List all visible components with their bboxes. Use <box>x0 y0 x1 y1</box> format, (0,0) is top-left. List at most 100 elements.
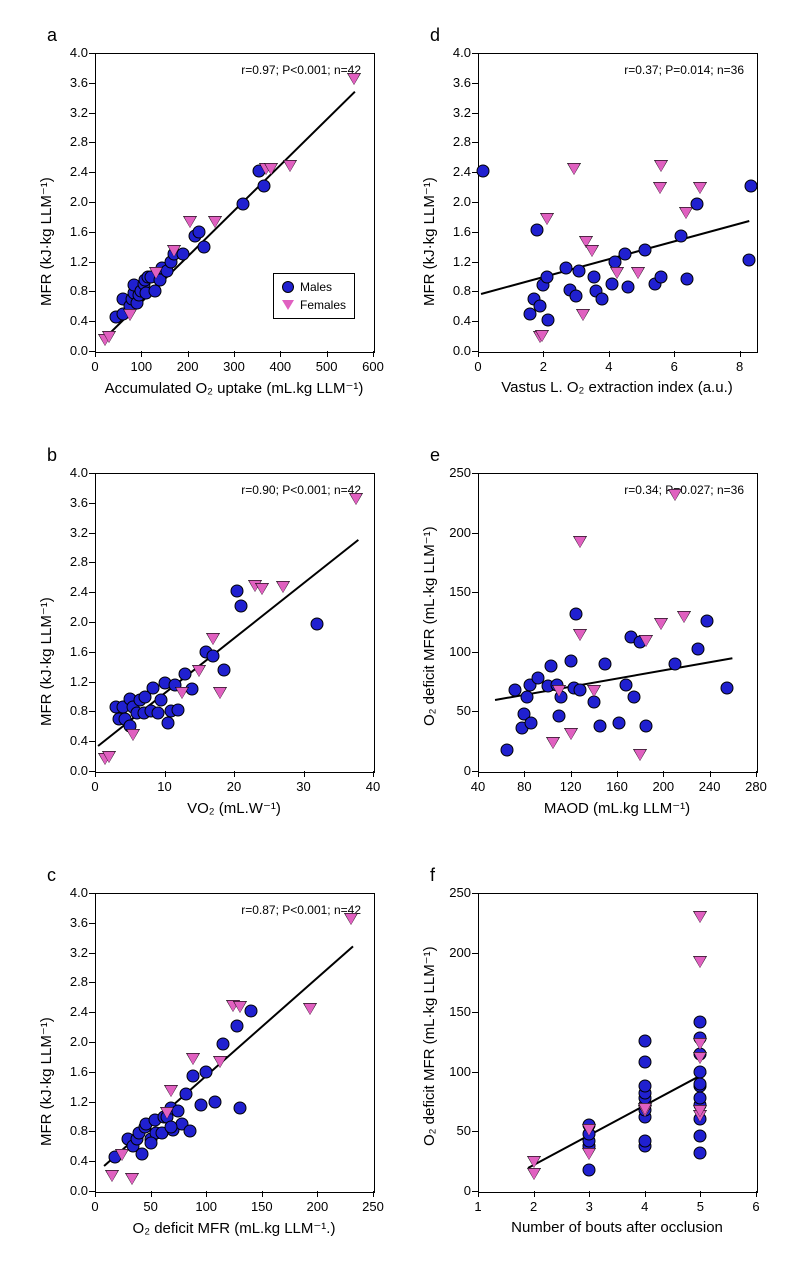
ytick <box>89 592 95 593</box>
ytick <box>89 291 95 292</box>
female-marker <box>277 582 289 593</box>
female-marker <box>284 160 296 171</box>
female-marker <box>214 688 226 699</box>
xtick-label: 2 <box>540 359 547 374</box>
ytick <box>89 262 95 263</box>
panel-c: c0.00.40.81.21.62.02.42.83.23.64.0050100… <box>95 893 373 1191</box>
ytick-label: 250 <box>436 885 471 900</box>
male-marker <box>570 289 583 302</box>
female-marker <box>586 245 598 256</box>
male-marker <box>694 1077 707 1090</box>
female-marker <box>577 309 589 320</box>
xtick <box>234 771 235 777</box>
ytick <box>89 741 95 742</box>
ytick-label: 2.4 <box>53 584 88 599</box>
ytick-label: 0.8 <box>53 283 88 298</box>
ytick-label: 100 <box>436 644 471 659</box>
xtick-label: 300 <box>223 359 245 374</box>
male-marker <box>564 655 577 668</box>
male-marker <box>694 1092 707 1105</box>
ytick <box>472 83 478 84</box>
male-marker <box>534 300 547 313</box>
ytick <box>472 1072 478 1073</box>
male-marker <box>209 1095 222 1108</box>
xtick <box>304 771 305 777</box>
xtick-label: 200 <box>652 779 674 794</box>
ytick <box>89 652 95 653</box>
male-marker <box>258 179 271 192</box>
female-marker <box>348 74 360 85</box>
female-marker <box>694 1039 706 1050</box>
circle-icon <box>282 281 294 293</box>
male-marker <box>161 716 174 729</box>
xtick-label: 0 <box>91 359 98 374</box>
male-marker <box>570 607 583 620</box>
female-marker <box>574 537 586 548</box>
male-marker <box>200 1065 213 1078</box>
ytick <box>472 321 478 322</box>
ytick-label: 0 <box>436 763 471 778</box>
ytick-label: 0.4 <box>53 733 88 748</box>
male-marker <box>599 657 612 670</box>
ytick <box>472 262 478 263</box>
xtick <box>280 351 281 357</box>
ytick-label: 200 <box>436 525 471 540</box>
ytick <box>89 83 95 84</box>
male-marker <box>743 254 756 267</box>
ylabel: O₂ deficit MFR (mL·kg LLM⁻¹) <box>420 527 438 727</box>
ytick-label: 0.4 <box>436 313 471 328</box>
female-marker <box>187 1054 199 1065</box>
male-marker <box>311 618 324 631</box>
ytick-label: 4.0 <box>53 885 88 900</box>
xtick <box>617 771 618 777</box>
xtick-label: 0 <box>474 359 481 374</box>
ytick <box>89 1072 95 1073</box>
xtick-label: 50 <box>143 1199 157 1214</box>
ytick <box>472 232 478 233</box>
female-marker <box>655 619 667 630</box>
ytick-label: 2.8 <box>53 554 88 569</box>
female-marker <box>165 1085 177 1096</box>
ytick-label: 3.6 <box>53 75 88 90</box>
female-marker <box>528 1157 540 1168</box>
ytick <box>89 202 95 203</box>
ytick-label: 0.0 <box>53 343 88 358</box>
panel-b: b0.00.40.81.21.62.02.42.83.23.64.0010203… <box>95 473 373 771</box>
xtick <box>524 771 525 777</box>
male-marker <box>593 719 606 732</box>
ytick-label: 150 <box>436 584 471 599</box>
female-marker <box>565 728 577 739</box>
ytick-label: 4.0 <box>53 465 88 480</box>
ytick <box>89 1012 95 1013</box>
xtick <box>188 351 189 357</box>
panel-a: a0.00.40.81.21.62.02.42.83.23.64.0010020… <box>95 53 373 351</box>
xtick <box>534 1191 535 1197</box>
ytick-label: 2.8 <box>436 134 471 149</box>
female-marker <box>678 612 690 623</box>
female-marker <box>116 1149 128 1160</box>
female-marker <box>568 163 580 174</box>
male-marker <box>500 743 513 756</box>
ytick-label: 1.2 <box>53 1094 88 1109</box>
female-marker <box>588 686 600 697</box>
male-marker <box>596 292 609 305</box>
ytick-label: 100 <box>436 1064 471 1079</box>
female-marker <box>345 914 357 925</box>
ytick <box>89 1161 95 1162</box>
ytick <box>472 592 478 593</box>
ytick-label: 1.2 <box>436 254 471 269</box>
stats-text: r=0.97; P<0.001; n=42 <box>241 63 361 77</box>
ytick-label: 3.6 <box>53 915 88 930</box>
male-marker <box>606 277 619 290</box>
male-marker <box>674 229 687 242</box>
ytick <box>472 533 478 534</box>
ytick-label: 2.0 <box>436 194 471 209</box>
male-marker <box>183 1125 196 1138</box>
male-marker <box>701 614 714 627</box>
xtick <box>645 1191 646 1197</box>
female-marker <box>583 1148 595 1159</box>
xtick-label: 100 <box>195 1199 217 1214</box>
male-marker <box>587 695 600 708</box>
female-marker <box>304 1004 316 1015</box>
figure-root: a0.00.40.81.21.62.02.42.83.23.64.0010020… <box>0 0 787 1266</box>
